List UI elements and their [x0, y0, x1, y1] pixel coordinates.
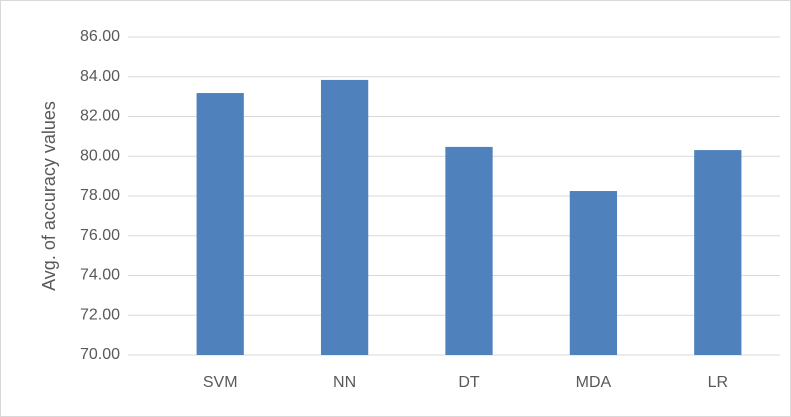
x-tick-label: DT — [458, 374, 480, 391]
bar — [694, 150, 742, 355]
y-tick-label: 78.00 — [80, 187, 120, 204]
y-axis-label: Avg. of accuracy values — [39, 101, 59, 291]
bar — [196, 93, 244, 356]
y-tick-label: 82.00 — [80, 108, 120, 125]
y-tick-label: 86.00 — [80, 28, 120, 45]
y-tick-label: 74.00 — [80, 267, 120, 284]
x-tick-label: MDA — [576, 374, 612, 391]
x-tick-label: SVM — [203, 374, 238, 391]
y-tick-label: 72.00 — [80, 306, 120, 323]
y-tick-label: 80.00 — [80, 147, 120, 164]
y-tick-label: 76.00 — [80, 227, 120, 244]
x-tick-label: NN — [333, 374, 356, 391]
y-tick-label: 70.00 — [80, 346, 120, 363]
bar — [569, 191, 618, 355]
y-tick-label: 84.00 — [80, 68, 120, 85]
bar — [445, 146, 493, 355]
x-tick-label: LR — [708, 374, 728, 391]
bar — [320, 79, 369, 356]
